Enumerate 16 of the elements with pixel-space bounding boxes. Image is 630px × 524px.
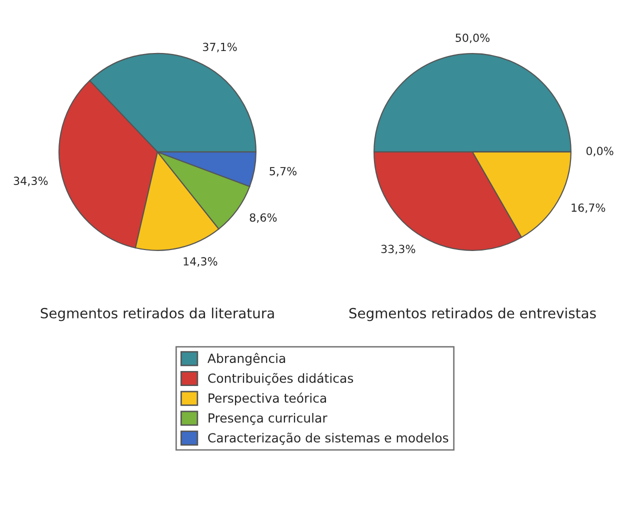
- text: 0,0%: [586, 146, 614, 156]
- data-label: 34,3%: [14, 176, 48, 186]
- legend-label: Contribuições didáticas: [208, 372, 354, 386]
- data-label: 33,3%: [381, 244, 416, 254]
- data-label: 50,0%: [456, 34, 490, 44]
- text: Segmentos retirados da literatura: [40, 308, 274, 322]
- legend-label: Perspectiva teórica: [208, 392, 326, 406]
- data-label: 37,1%: [202, 42, 237, 52]
- legend-label: Presença curricular: [208, 412, 328, 425]
- data-label: 14,3%: [184, 257, 218, 267]
- text: Segmentos retirados de entrevistas: [349, 308, 596, 322]
- data-label: 8,6%: [250, 213, 277, 223]
- legend-label: Abrangência: [208, 352, 286, 366]
- legend-label: Caracterização de sistemas e modelos: [208, 432, 448, 445]
- data-label: 16,7%: [572, 203, 606, 214]
- data-label: 5,7%: [270, 166, 297, 176]
